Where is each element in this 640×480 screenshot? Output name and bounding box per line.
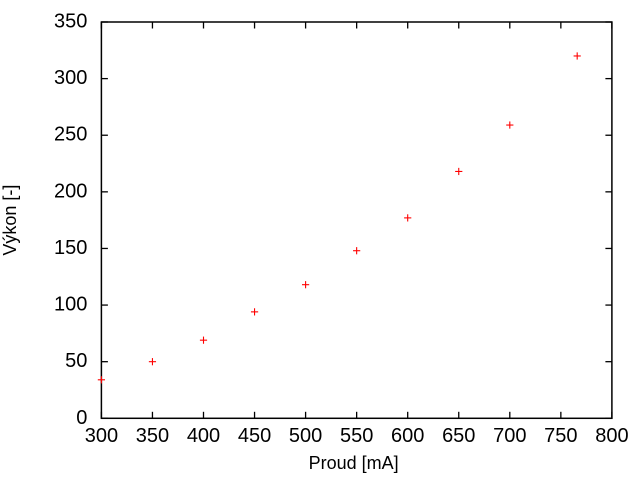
svg-text:300: 300 (85, 425, 118, 447)
svg-text:100: 100 (54, 294, 87, 316)
svg-text:500: 500 (289, 425, 322, 447)
svg-text:350: 350 (54, 11, 87, 33)
svg-text:0: 0 (76, 407, 87, 429)
svg-text:550: 550 (340, 425, 373, 447)
svg-text:650: 650 (442, 425, 475, 447)
svg-text:350: 350 (136, 425, 169, 447)
svg-text:450: 450 (238, 425, 271, 447)
svg-text:Proud [mA]: Proud [mA] (309, 453, 399, 473)
svg-text:50: 50 (65, 350, 87, 372)
svg-text:200: 200 (54, 180, 87, 202)
svg-text:400: 400 (187, 425, 220, 447)
svg-text:Výkon [-]: Výkon [-] (0, 185, 20, 256)
svg-text:300: 300 (54, 67, 87, 89)
svg-text:700: 700 (493, 425, 526, 447)
svg-text:250: 250 (54, 124, 87, 146)
svg-text:750: 750 (544, 425, 577, 447)
svg-text:150: 150 (54, 237, 87, 259)
svg-text:600: 600 (391, 425, 424, 447)
svg-text:800: 800 (595, 425, 628, 447)
